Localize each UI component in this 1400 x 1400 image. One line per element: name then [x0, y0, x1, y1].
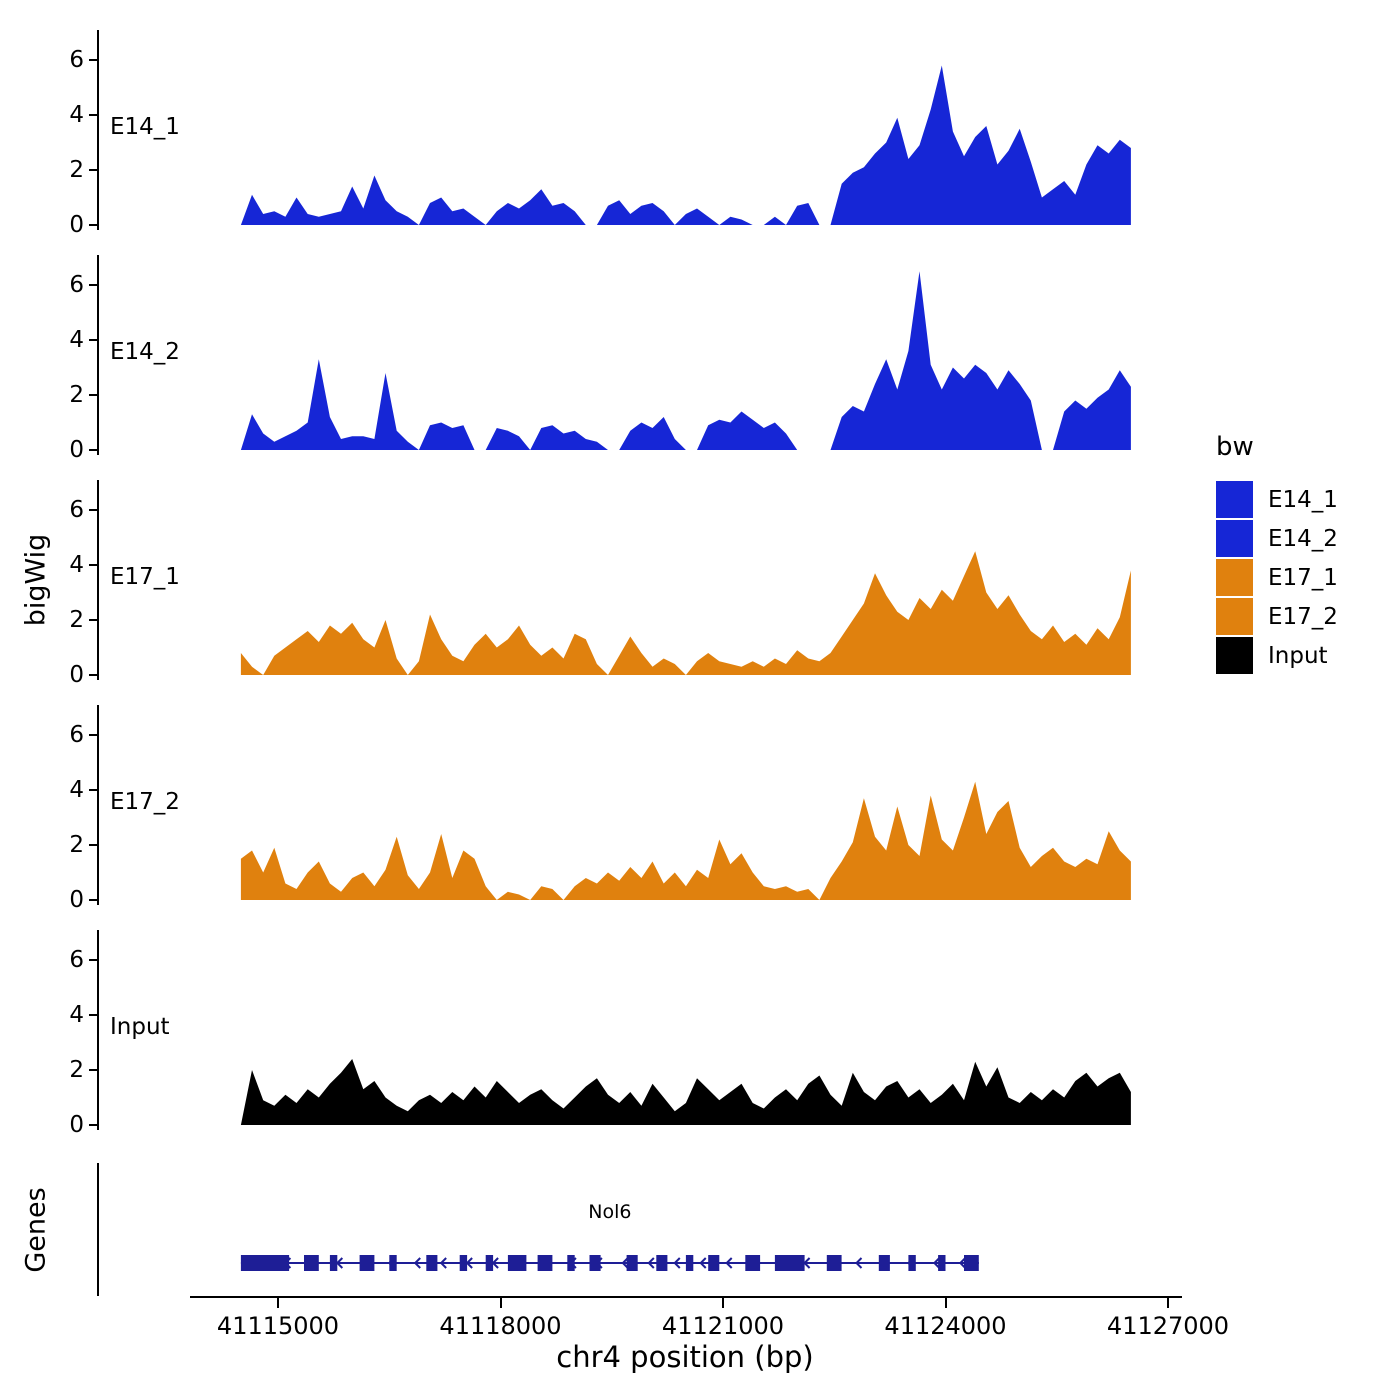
legend-label: E14_1: [1268, 486, 1338, 513]
y-tick: [89, 564, 97, 566]
x-tick-label: 41118000: [439, 1312, 562, 1340]
y-axis-line: [97, 1163, 99, 1296]
legend-label: E17_2: [1268, 603, 1338, 630]
x-axis: 41115000 41118000 41121000 41124000 41127000: [100, 1296, 1270, 1366]
y-axis-line: [97, 705, 99, 905]
y-axis-line: [97, 255, 99, 455]
x-tick-label: 41115000: [216, 1312, 340, 1340]
y-tick-label: 6: [69, 497, 84, 523]
track-panel-e14_2: 0 2 4 6 E14_2: [69, 255, 1185, 463]
legend-swatch: [1216, 520, 1253, 557]
y-tick: [89, 114, 97, 116]
legend-item-input: Input: [1216, 636, 1338, 675]
y-tick: [89, 339, 97, 341]
track-label: E17_2: [110, 789, 180, 815]
y-tick-label: 0: [69, 1112, 84, 1138]
gene-model: [240, 1255, 979, 1271]
y-axis-line: [97, 480, 99, 680]
gene-panel: Nol6: [97, 1163, 1185, 1296]
legend-label: E14_2: [1268, 525, 1338, 552]
y-tick-label: 2: [69, 1057, 84, 1083]
y-tick: [89, 224, 97, 226]
y-tick: [89, 1014, 97, 1016]
y-tick-label: 2: [69, 382, 84, 408]
legend-swatch: [1216, 559, 1253, 596]
track-panel-e14_1: 0 2 4 6 E14_1: [69, 30, 1185, 238]
y-tick-label: 2: [69, 607, 84, 633]
y-tick: [89, 1069, 97, 1071]
x-tick-label: 41124000: [884, 1312, 1007, 1340]
track-panel-e17_1: 0 2 4 6 E17_1: [69, 480, 1185, 688]
legend-item-e17_2: E17_2: [1216, 597, 1338, 636]
y-tick: [89, 169, 97, 171]
y-tick-label: 0: [69, 662, 84, 688]
legend-label: E17_1: [1268, 564, 1338, 591]
genes-axis-title: Genes: [20, 1187, 52, 1273]
y-tick: [89, 789, 97, 791]
coverage-area-e14_2: [240, 271, 1131, 450]
y-tick: [89, 449, 97, 451]
y-tick: [89, 734, 97, 736]
y-tick-label: 6: [69, 947, 84, 973]
legend-item-e14_1: E14_1: [1216, 480, 1338, 519]
y-tick-label: 4: [69, 1002, 84, 1028]
x-tick: [277, 1298, 279, 1308]
y-tick-label: 4: [69, 552, 84, 578]
y-tick-label: 0: [69, 437, 84, 463]
y-tick-label: 0: [69, 887, 84, 913]
track-label: E14_1: [110, 114, 180, 140]
y-axis-line: [97, 930, 99, 1130]
y-tick-label: 6: [69, 47, 84, 73]
legend-swatch: [1216, 481, 1253, 518]
y-tick: [89, 1124, 97, 1126]
gene-name-label: Nol6: [588, 1201, 632, 1223]
track-label: Input: [110, 1014, 170, 1040]
legend-swatch: [1216, 598, 1253, 635]
y-tick-label: 2: [69, 157, 84, 183]
x-tick: [1167, 1298, 1169, 1308]
coverage-area-e17_1: [240, 551, 1131, 675]
legend-title: bw: [1216, 432, 1254, 462]
legend: bw E14_1 E14_2 E17_1 E17_2 Input: [1216, 432, 1338, 675]
legend-swatch: [1216, 637, 1253, 674]
y-tick: [89, 284, 97, 286]
y-tick: [89, 509, 97, 511]
coverage-area-e14_1: [240, 65, 1131, 225]
y-tick: [89, 959, 97, 961]
y-tick: [89, 899, 97, 901]
legend-item-e14_2: E14_2: [1216, 519, 1338, 558]
y-tick-label: 6: [69, 272, 84, 298]
legend-item-e17_1: E17_1: [1216, 558, 1338, 597]
y-tick: [89, 394, 97, 396]
y-tick-label: 4: [69, 327, 84, 353]
coverage-area-e17_2: [240, 781, 1131, 900]
coverage-area-input: [240, 1059, 1131, 1125]
y-tick: [89, 59, 97, 61]
y-tick-label: 2: [69, 832, 84, 858]
x-tick: [944, 1298, 947, 1308]
track-label: E14_2: [110, 339, 180, 365]
x-tick: [499, 1298, 502, 1308]
y-tick-label: 4: [69, 102, 84, 128]
y-tick: [89, 674, 97, 676]
track-panel-input: 0 2 4 6 Input: [69, 930, 1185, 1138]
y-tick-label: 6: [69, 722, 84, 748]
legend-items: E14_1 E14_2 E17_1 E17_2 Input: [1216, 480, 1338, 675]
x-axis-line: [190, 1296, 1182, 1298]
x-tick: [722, 1298, 724, 1308]
x-tick-label: 41127000: [1106, 1312, 1230, 1340]
y-tick-label: 0: [69, 212, 84, 238]
y-tick: [89, 844, 97, 846]
track-panel-e17_2: 0 2 4 6 E17_2: [69, 705, 1185, 913]
y-tick-label: 4: [69, 777, 84, 803]
y-axis-line: [97, 30, 99, 230]
y-tick: [89, 619, 97, 621]
track-label: E17_1: [110, 564, 180, 590]
legend-label: Input: [1268, 642, 1328, 669]
x-tick-label: 41121000: [661, 1312, 785, 1340]
x-axis-title: chr4 position (bp): [556, 1340, 814, 1374]
